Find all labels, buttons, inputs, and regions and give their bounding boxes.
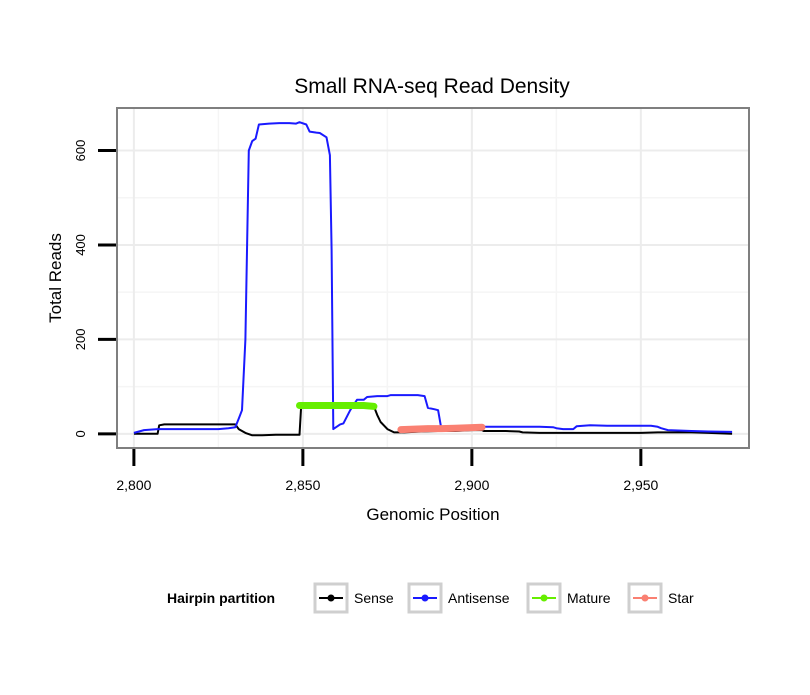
series-line-mature <box>296 402 378 410</box>
legend-item-sense: Sense <box>313 582 394 614</box>
x-tick-label: 2,900 <box>454 477 489 493</box>
legend-label: Sense <box>354 590 394 606</box>
chart-title: Small RNA-seq Read Density <box>294 75 570 98</box>
legend-key-dot <box>421 594 429 602</box>
legend-label: Antisense <box>448 590 510 606</box>
legend-key-dot <box>641 594 649 602</box>
series-line-star <box>397 423 486 434</box>
y-tick-label: 600 <box>73 140 88 162</box>
plot-border <box>116 107 750 449</box>
series-line-sense <box>133 404 733 437</box>
series-layer <box>133 121 733 437</box>
y-tick-label: 0 <box>73 430 88 437</box>
series-line-antisense <box>133 121 733 434</box>
x-tick-label: 2,800 <box>116 477 151 493</box>
grid <box>117 108 749 448</box>
x-tick-label: 2,850 <box>285 477 320 493</box>
legend-item-mature: Mature <box>526 582 611 614</box>
legend-key-dot <box>327 594 335 602</box>
legend-label: Mature <box>567 590 611 606</box>
x-tick-label: 2,950 <box>623 477 658 493</box>
y-axis-label: Total Reads <box>46 233 65 323</box>
y-tick-label: 400 <box>73 234 88 256</box>
y-tick-label: 200 <box>73 329 88 351</box>
legend-title: Hairpin partition <box>167 590 275 606</box>
legend-key-dot <box>540 594 548 602</box>
axes: 2,800 2,850 2,900 2,950 0 200 400 600 <box>73 140 659 493</box>
legend-item-star: Star <box>627 582 694 614</box>
plot-panel <box>117 108 749 448</box>
legend-label: Star <box>668 590 694 606</box>
x-axis-label: Genomic Position <box>366 505 499 524</box>
legend-items: Sense Antisense Mature Star <box>313 582 694 614</box>
legend-item-antisense: Antisense <box>407 582 510 614</box>
legend: Hairpin partition Sense Antisense Mature St… <box>167 582 694 614</box>
